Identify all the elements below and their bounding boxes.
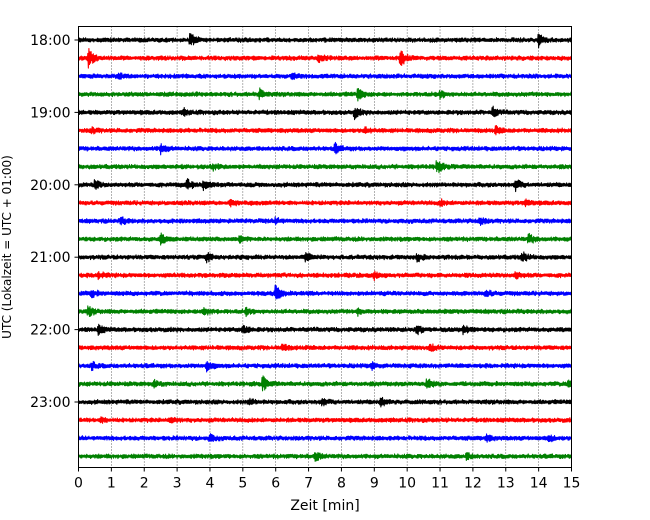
trace-line-2130 bbox=[77, 284, 573, 300]
trace-line-2100 bbox=[77, 251, 573, 264]
y-tick-label: 18:00 bbox=[30, 33, 70, 49]
trace-line-1915 bbox=[77, 125, 573, 136]
x-tick-label: 0 bbox=[74, 476, 83, 492]
x-axis-ticks: 0 1 2 3 4 5 6 7 8 9 10 11 12 13 14 15 bbox=[74, 467, 581, 492]
y-tick-label: 20:00 bbox=[30, 178, 70, 194]
y-axis-ticks: 18:00 19:00 20:00 21:00 22:00 23:00 bbox=[30, 33, 79, 411]
x-tick-label: 11 bbox=[431, 476, 449, 492]
x-tick-label: 7 bbox=[304, 476, 313, 492]
trace-line-2345 bbox=[77, 452, 573, 462]
x-tick-label: 6 bbox=[271, 476, 280, 492]
x-tick-label: 9 bbox=[370, 476, 379, 492]
y-tick-label: 23:00 bbox=[30, 395, 70, 411]
trace-line-1830 bbox=[77, 72, 573, 81]
x-tick-label: 8 bbox=[337, 476, 346, 492]
x-tick-label: 2 bbox=[140, 476, 149, 492]
trace-line-1815 bbox=[77, 48, 573, 69]
y-tick-label: 21:00 bbox=[30, 250, 70, 266]
y-axis-label: UTC (Lokalzeit = UTC + 01:00) bbox=[0, 155, 14, 339]
trace-line-1945 bbox=[77, 160, 573, 174]
x-tick-label: 1 bbox=[107, 476, 116, 492]
trace-line-1930 bbox=[77, 141, 573, 156]
trace-line-2330 bbox=[77, 433, 573, 443]
y-tick-label: 19:00 bbox=[30, 105, 70, 121]
trace-line-1800 bbox=[77, 33, 573, 49]
trace-line-1900 bbox=[77, 105, 573, 121]
plot-frame bbox=[78, 26, 572, 468]
x-tick-label: 13 bbox=[497, 476, 515, 492]
trace-line-2315 bbox=[77, 416, 573, 424]
trace-line-2215 bbox=[77, 343, 573, 352]
trace-line-2045 bbox=[77, 232, 573, 246]
trace-line-2245 bbox=[77, 375, 573, 392]
trace-line-2030 bbox=[77, 216, 573, 227]
x-tick-label: 14 bbox=[530, 476, 548, 492]
trace-line-2015 bbox=[77, 198, 573, 208]
trace-line-2200 bbox=[77, 323, 573, 336]
trace-line-2145 bbox=[77, 305, 573, 318]
x-tick-label: 3 bbox=[173, 476, 182, 492]
trace-line-2000 bbox=[77, 178, 573, 193]
trace-lines bbox=[77, 33, 573, 462]
trace-line-2230 bbox=[77, 360, 573, 373]
trace-line-2300 bbox=[77, 396, 573, 408]
trace-line-2115 bbox=[77, 270, 573, 282]
trace-line-1845 bbox=[77, 87, 573, 102]
x-tick-label: 12 bbox=[464, 476, 482, 492]
x-axis-label: Zeit [min] bbox=[290, 498, 359, 514]
x-tick-label: 10 bbox=[398, 476, 416, 492]
x-tick-label: 15 bbox=[563, 476, 581, 492]
y-tick-label: 22:00 bbox=[30, 323, 70, 339]
x-tick-label: 4 bbox=[206, 476, 215, 492]
x-tick-label: 5 bbox=[238, 476, 247, 492]
